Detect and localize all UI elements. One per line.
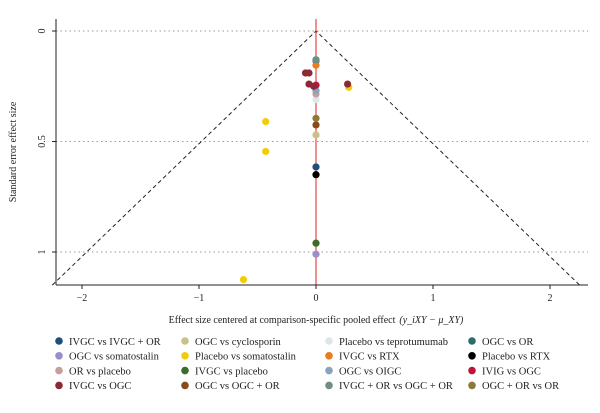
data-point — [310, 82, 318, 90]
data-point — [312, 163, 320, 171]
legend-item: OR vs placebo — [55, 366, 131, 377]
data-point — [312, 250, 320, 258]
legend-item: IVIG vs OGC — [468, 366, 541, 377]
legend-item: IVGC vs placebo — [181, 366, 268, 377]
data-point — [343, 80, 352, 88]
legend-label: OGC vs OGC + OR — [195, 381, 280, 392]
legend-item: Placebo vs somatostalin — [181, 352, 297, 363]
legend-label: IVGC vs placebo — [195, 366, 268, 377]
x-axis-title: Effect size centered at comparison-speci… — [169, 315, 464, 326]
legend-marker — [325, 337, 333, 345]
x-axis-title-math: (y_iXY − μ_XY) — [399, 315, 464, 326]
legend-label: Placebo vs RTX — [482, 352, 551, 363]
data-point — [312, 56, 320, 64]
legend-marker — [181, 366, 189, 375]
legend-item: IVGC vs RTX — [325, 352, 400, 363]
legend: IVGC vs IVGC + OR OGC vs cyclosporin Place… — [55, 337, 559, 392]
axes: 0 0.5 1 −2 −1 0 1 2 — [37, 19, 588, 304]
legend-marker — [181, 337, 189, 345]
plot-area-frame — [56, 19, 588, 285]
legend-label: OGC vs cyclosporin — [195, 337, 281, 348]
legend-marker — [55, 381, 63, 390]
legend-label: OGC vs somatostalin — [69, 352, 160, 363]
data-point — [305, 69, 313, 77]
y-tick-label: 1 — [37, 250, 48, 255]
x-tick-label: 0 — [314, 293, 319, 304]
legend-item: OGC vs cyclosporin — [181, 337, 281, 348]
legend-label: OGC vs OR — [482, 337, 533, 348]
legend-item: Placebo vs RTX — [468, 352, 551, 363]
legend-label: OGC + OR vs OR — [482, 381, 559, 392]
data-point — [262, 118, 270, 126]
legend-item: Placebo vs teprotumumab — [325, 337, 448, 348]
x-tick-label: 2 — [548, 293, 553, 304]
legend-marker — [325, 381, 333, 390]
x-tick-label: 1 — [431, 293, 436, 304]
legend-marker — [55, 337, 63, 345]
legend-label: IVGC + OR vs OGC + OR — [339, 381, 453, 392]
legend-marker — [468, 352, 476, 360]
data-point — [239, 276, 248, 284]
legend-marker — [325, 352, 333, 360]
legend-item: OGC vs OGC + OR — [181, 381, 280, 392]
x-tick-label: −1 — [194, 293, 205, 304]
legend-item: IVGC vs IVGC + OR — [55, 337, 161, 348]
legend-label: OR vs placebo — [69, 366, 131, 377]
data-point — [312, 95, 320, 104]
legend-label: Placebo vs somatostalin — [195, 352, 297, 363]
y-tick-label: 0 — [37, 29, 48, 34]
x-tick-label: −2 — [77, 293, 88, 304]
legend-label: IVGC vs IVGC + OR — [69, 337, 161, 348]
y-axis-title: Standard error effect size — [8, 101, 19, 202]
legend-item: OGC vs OIGC — [325, 366, 401, 377]
legend-marker — [468, 366, 476, 375]
data-point — [312, 121, 320, 129]
legend-item: OGC vs somatostalin — [55, 352, 160, 363]
legend-item: IVGC vs OGC — [55, 381, 131, 392]
legend-marker — [181, 352, 189, 360]
legend-item: OGC vs OR — [468, 337, 533, 348]
legend-marker — [468, 337, 476, 345]
legend-marker — [55, 352, 63, 360]
data-point — [312, 131, 320, 139]
y-tick-label: 0.5 — [37, 135, 48, 148]
data-point — [312, 239, 320, 247]
legend-item: OGC + OR vs OR — [468, 381, 559, 392]
legend-label: IVGC vs RTX — [339, 352, 400, 363]
legend-label: IVGC vs OGC — [69, 381, 131, 392]
data-points — [239, 56, 353, 284]
gridlines — [56, 30, 588, 253]
legend-marker — [468, 381, 476, 390]
legend-label: Placebo vs teprotumumab — [339, 337, 448, 348]
legend-marker — [181, 381, 189, 390]
legend-item: IVGC + OR vs OGC + OR — [325, 381, 453, 392]
data-point — [312, 171, 320, 179]
data-point — [312, 61, 320, 69]
legend-marker — [55, 366, 63, 375]
legend-label: OGC vs OIGC — [339, 366, 401, 377]
x-axis-title-text: Effect size centered at comparison-speci… — [169, 315, 396, 326]
data-point — [312, 114, 320, 122]
legend-marker — [325, 366, 333, 375]
data-point — [262, 147, 270, 156]
legend-label: IVIG vs OGC — [482, 366, 541, 377]
